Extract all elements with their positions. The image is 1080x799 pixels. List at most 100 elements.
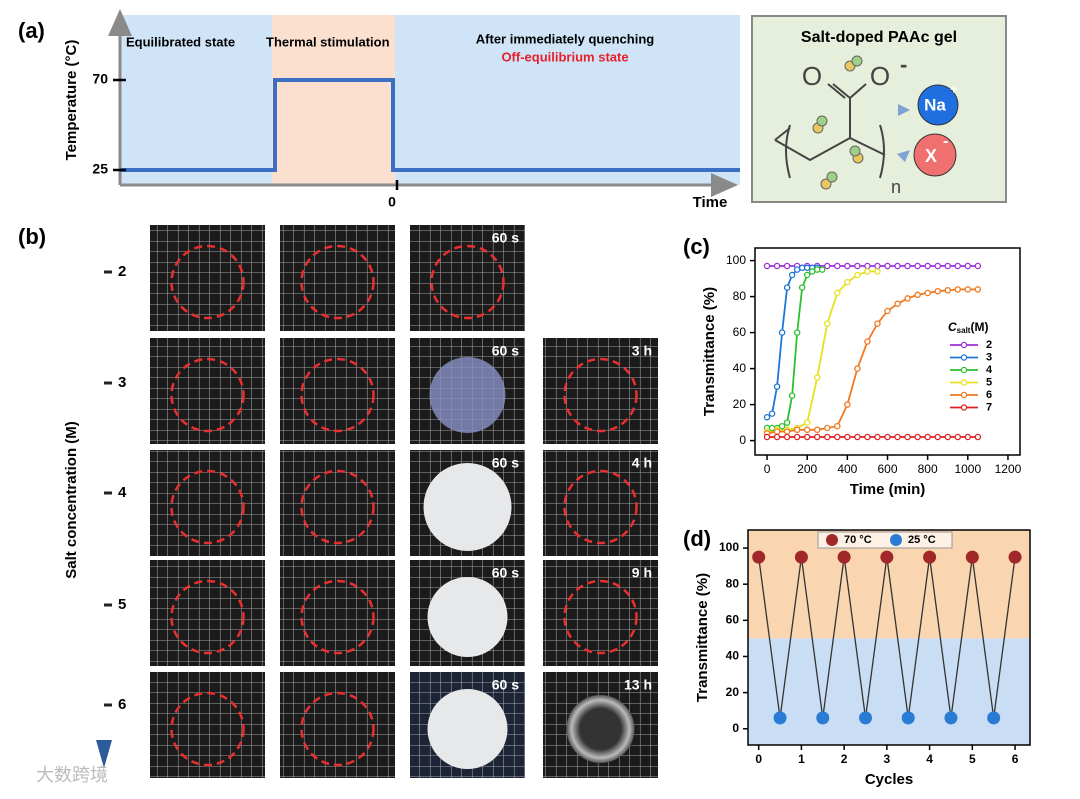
photo: [280, 450, 395, 556]
marker: [944, 711, 958, 725]
marker: [894, 262, 901, 270]
marker: [813, 374, 821, 381]
y-tick-label: 0: [732, 721, 739, 735]
photo-grid: [543, 450, 658, 556]
marker: [974, 262, 982, 270]
marker: [763, 413, 771, 421]
legend-marker: [826, 534, 838, 546]
tick-label: 2: [118, 263, 126, 280]
legend-label: 4: [986, 364, 993, 376]
region-bg: [272, 15, 395, 185]
chart: (d) 0 20 40 60 80 100 0 1 2 3 4 5 6 Cycles Transmittanc…: [683, 526, 1031, 788]
photo: 9 h: [543, 560, 658, 666]
x-tick-label: 600: [877, 462, 897, 476]
y-tick-label: 0: [739, 433, 746, 447]
legend-marker: [960, 379, 968, 386]
legend-marker: [960, 391, 968, 399]
marker: [819, 266, 826, 273]
connector: [779, 557, 803, 718]
marker: [874, 262, 881, 270]
panel-label: (a): [18, 18, 45, 43]
marker: [778, 422, 786, 430]
marker: [859, 711, 872, 725]
photo: [150, 338, 265, 444]
marker: [803, 271, 811, 279]
marker: [904, 433, 911, 441]
atom: O: [802, 61, 822, 91]
x-tick-label: 5: [969, 752, 976, 766]
x-tick-label: 4: [926, 752, 933, 766]
connector: [907, 557, 931, 718]
photo-grid: [150, 560, 265, 666]
photo: 13 h: [543, 672, 658, 778]
marker: [965, 550, 979, 564]
photo: 60 s: [410, 560, 525, 666]
marker: [924, 289, 931, 297]
legend-title-part: (M): [970, 320, 988, 334]
photo: 4 h: [543, 450, 658, 556]
marker: [964, 262, 972, 270]
x-tick-label: 200: [797, 462, 817, 476]
marker: [874, 268, 881, 275]
cation-label: Na: [924, 95, 946, 114]
marker: [904, 262, 911, 270]
atom: O: [870, 61, 890, 91]
y-tick-label: 40: [733, 361, 747, 375]
time-label: 60 s: [492, 230, 519, 246]
marker: [934, 287, 941, 295]
legend-title-part: C: [948, 320, 957, 334]
marker: [964, 433, 972, 441]
legend-box: [817, 531, 953, 549]
gel-outline: [563, 357, 638, 433]
photo-grid: [150, 672, 265, 778]
gel: [566, 695, 635, 763]
x-axis-label: Cycles: [865, 771, 913, 788]
marker: [783, 284, 791, 291]
y-axis-label: Transmittance (%): [701, 287, 718, 416]
gel-outline: [300, 691, 375, 767]
marker: [783, 419, 791, 426]
tick-label: 3: [118, 374, 126, 391]
time-label: 60 s: [492, 343, 519, 359]
series-line: [766, 270, 878, 433]
connector: [758, 557, 781, 718]
marker: [803, 433, 811, 441]
marker: [803, 419, 811, 426]
region-label: Equilibrated state: [126, 34, 235, 49]
gel: [429, 357, 506, 433]
temperature-step: [120, 78, 740, 172]
y-axis-label: Transmittance (%): [694, 573, 711, 702]
marker: [783, 428, 791, 435]
x-tick-label: 6: [1012, 752, 1019, 766]
time-label: 9 h: [632, 565, 652, 581]
gel: [427, 577, 508, 657]
arrow-head: [96, 740, 112, 768]
gel-box: Salt-doped PAAc gel O O - n Na + X -: [751, 15, 1007, 203]
x-tick-label: 1200: [995, 462, 1022, 476]
marker: [934, 433, 941, 441]
marker: [987, 711, 1001, 725]
marker: [880, 550, 894, 564]
photo-grid: [280, 225, 395, 331]
marker: [824, 424, 831, 432]
marker: [844, 433, 851, 441]
photo-grid: [280, 672, 395, 778]
marker: [844, 401, 851, 408]
marker: [944, 262, 951, 270]
marker: [783, 433, 791, 441]
legend-label: 7: [986, 401, 992, 413]
marker: [834, 422, 841, 430]
gel-outline: [300, 469, 375, 545]
box-title: Salt-doped PAAc gel: [801, 29, 957, 46]
legend-marker: [890, 534, 902, 546]
gel-outline: [170, 469, 245, 545]
marker: [813, 433, 821, 441]
marker: [884, 433, 891, 441]
marker: [934, 262, 941, 270]
photo-grid: [150, 225, 265, 331]
connector: [822, 557, 845, 718]
marker: [773, 383, 781, 390]
gel-outline: [170, 357, 245, 433]
x-tick-label: 400: [837, 462, 857, 476]
